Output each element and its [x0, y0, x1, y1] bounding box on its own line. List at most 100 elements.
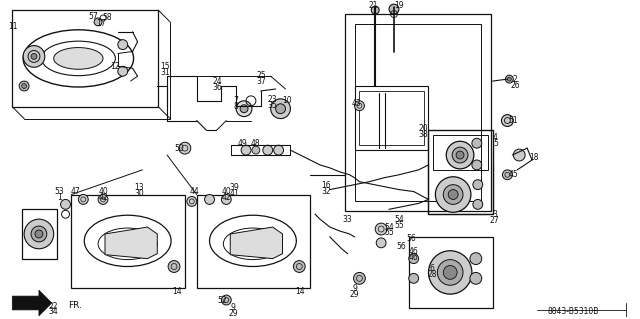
- Text: 48: 48: [251, 139, 260, 148]
- Circle shape: [371, 6, 379, 14]
- Text: 46: 46: [409, 247, 419, 256]
- Circle shape: [389, 4, 399, 14]
- Text: 41: 41: [229, 189, 239, 198]
- Bar: [196, 195, 310, 288]
- Circle shape: [35, 230, 43, 238]
- Circle shape: [508, 77, 511, 81]
- Text: 14: 14: [172, 287, 182, 296]
- Circle shape: [241, 145, 251, 155]
- Text: 57: 57: [88, 12, 98, 21]
- Text: 19: 19: [394, 1, 404, 10]
- Circle shape: [78, 195, 88, 204]
- Circle shape: [472, 138, 482, 148]
- Text: 29: 29: [228, 309, 238, 318]
- Circle shape: [409, 273, 419, 283]
- Text: 14: 14: [296, 287, 305, 296]
- Circle shape: [240, 105, 248, 113]
- Text: 47: 47: [70, 187, 80, 196]
- Circle shape: [118, 40, 127, 49]
- Bar: [72, 195, 185, 288]
- Text: 1: 1: [57, 193, 62, 202]
- Text: 55: 55: [394, 220, 404, 230]
- Circle shape: [506, 75, 513, 83]
- Text: 12: 12: [110, 62, 120, 71]
- Text: 37: 37: [256, 77, 266, 85]
- Text: 31: 31: [161, 68, 170, 77]
- Circle shape: [168, 261, 180, 272]
- Circle shape: [118, 66, 127, 76]
- Circle shape: [437, 260, 463, 285]
- Circle shape: [355, 101, 364, 111]
- Circle shape: [271, 99, 291, 119]
- Text: 56: 56: [396, 242, 406, 251]
- Text: 51: 51: [509, 116, 518, 125]
- Circle shape: [94, 18, 102, 26]
- Text: 38: 38: [419, 130, 428, 139]
- Circle shape: [444, 265, 457, 279]
- Circle shape: [274, 145, 284, 155]
- Bar: [345, 14, 491, 211]
- Circle shape: [23, 46, 45, 67]
- Circle shape: [473, 180, 483, 189]
- Circle shape: [376, 238, 386, 248]
- Text: 52: 52: [218, 295, 227, 305]
- Circle shape: [470, 272, 482, 284]
- Text: 30: 30: [134, 189, 145, 198]
- Text: 44: 44: [190, 187, 200, 196]
- Text: 18: 18: [529, 152, 539, 161]
- Text: 58: 58: [102, 13, 112, 22]
- Text: 40: 40: [98, 187, 108, 196]
- Text: 56: 56: [407, 234, 417, 243]
- Circle shape: [24, 219, 54, 249]
- Text: 53: 53: [55, 187, 65, 196]
- Circle shape: [31, 54, 37, 59]
- Text: 6: 6: [430, 264, 435, 273]
- Polygon shape: [12, 290, 52, 316]
- Text: 54: 54: [394, 215, 404, 224]
- Bar: [12, 10, 158, 107]
- Polygon shape: [230, 227, 282, 259]
- Text: 50: 50: [174, 144, 184, 153]
- Text: 24: 24: [212, 77, 222, 85]
- Text: 55: 55: [384, 228, 394, 237]
- Text: 39: 39: [229, 183, 239, 192]
- Circle shape: [446, 141, 474, 169]
- Circle shape: [236, 101, 252, 117]
- Text: 46: 46: [409, 253, 419, 262]
- Bar: [433, 135, 488, 170]
- Circle shape: [502, 115, 513, 126]
- Text: 54: 54: [384, 223, 394, 232]
- Circle shape: [293, 261, 305, 272]
- Text: 9: 9: [231, 303, 236, 312]
- Text: 7: 7: [234, 96, 239, 105]
- Text: 42: 42: [98, 193, 108, 202]
- Circle shape: [221, 295, 231, 305]
- Text: 33: 33: [343, 215, 353, 224]
- Circle shape: [252, 146, 260, 154]
- Circle shape: [473, 199, 483, 209]
- Text: 35: 35: [268, 101, 278, 110]
- Circle shape: [221, 195, 231, 204]
- Circle shape: [276, 104, 285, 114]
- Text: 34: 34: [49, 308, 59, 316]
- Text: 49: 49: [237, 139, 247, 148]
- Bar: [429, 130, 493, 214]
- Circle shape: [263, 145, 273, 155]
- Text: 15: 15: [161, 62, 170, 71]
- Circle shape: [205, 195, 214, 204]
- Text: 9: 9: [352, 284, 357, 293]
- Circle shape: [179, 142, 191, 154]
- Text: 2: 2: [513, 75, 518, 84]
- Bar: [409, 237, 493, 308]
- Circle shape: [448, 189, 458, 199]
- Circle shape: [31, 226, 47, 242]
- Text: 8: 8: [234, 102, 239, 111]
- Circle shape: [472, 160, 482, 170]
- Circle shape: [470, 253, 482, 264]
- Bar: [355, 24, 481, 201]
- Text: 22: 22: [49, 302, 58, 311]
- Bar: [22, 209, 57, 259]
- Circle shape: [19, 81, 29, 91]
- Circle shape: [513, 149, 525, 161]
- Text: 16: 16: [321, 181, 331, 190]
